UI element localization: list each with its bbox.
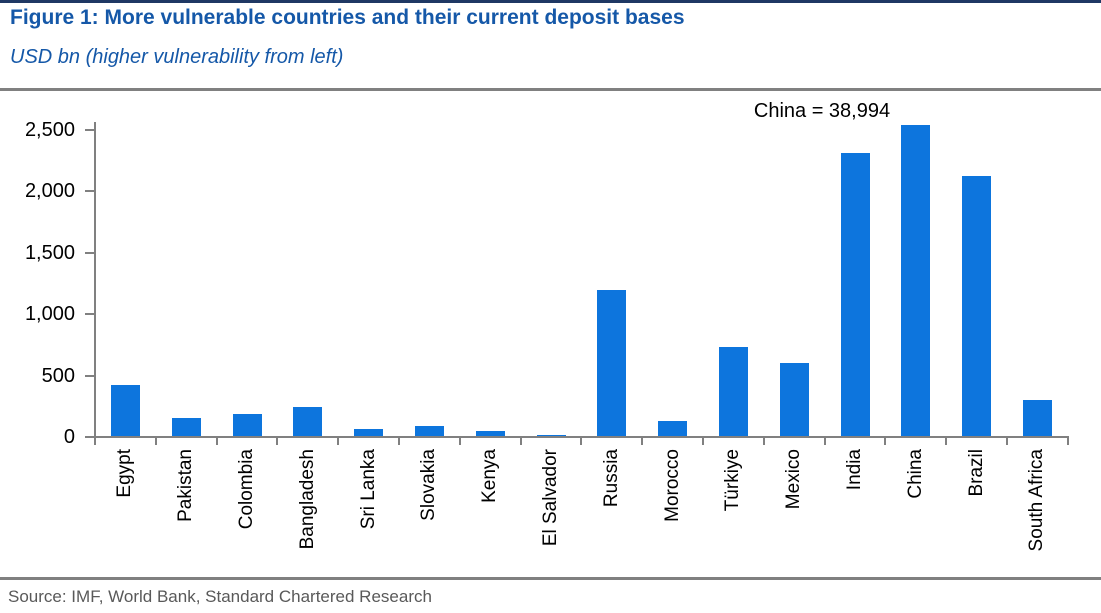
y-axis-tick	[85, 374, 94, 377]
bar-kenya	[475, 431, 505, 436]
y-axis-line	[94, 122, 96, 438]
figure-title: Figure 1: More vulnerable countries and …	[10, 6, 685, 29]
x-axis-label-t-rkiye: Türkiye	[722, 449, 744, 512]
x-axis-label-china: China	[904, 449, 926, 499]
x-axis-tick	[1006, 437, 1008, 445]
top-border-rule	[0, 0, 1101, 3]
x-axis-label-bangladesh: Bangladesh	[296, 449, 318, 550]
x-axis-label-slovakia: Slovakia	[418, 449, 440, 521]
x-axis-tick	[154, 437, 157, 445]
china-value-annotation: China = 38,994	[753, 100, 891, 122]
x-axis-tick	[702, 437, 704, 445]
bar-pakistan	[171, 418, 201, 436]
x-axis-label-kenya: Kenya	[479, 449, 501, 503]
bar-el-salvador	[536, 434, 566, 436]
y-axis-tick-label: 1,500	[24, 241, 75, 264]
x-axis-tick	[337, 437, 340, 445]
bar-india	[840, 153, 870, 436]
x-axis-tick	[519, 437, 522, 445]
header-divider-rule	[0, 88, 1101, 91]
x-axis-tick	[580, 437, 583, 445]
bar-russia	[597, 289, 627, 436]
x-axis-label-mexico: Mexico	[783, 449, 805, 510]
y-axis-tick-label: 0	[63, 426, 75, 448]
x-axis-label-india: India	[844, 449, 865, 491]
x-axis-label-sri-lanka: Sri Lanka	[357, 449, 379, 530]
x-axis-label-colombia: Colombia	[236, 449, 257, 530]
x-axis-tick	[458, 437, 461, 445]
x-axis-tick	[276, 437, 279, 445]
y-axis-tick	[85, 251, 94, 254]
x-axis-label-brazil: Brazil	[965, 449, 987, 497]
x-axis-label-south-africa: South Africa	[1026, 449, 1048, 552]
x-axis-tick	[762, 437, 765, 445]
y-axis-tick-label: 2,500	[24, 118, 75, 141]
y-axis-tick-label: 2,000	[24, 180, 75, 202]
bar-t-rkiye	[718, 347, 748, 436]
bar-morocco	[658, 420, 688, 436]
x-axis-label-russia: Russia	[600, 449, 622, 508]
bar-egypt	[110, 384, 140, 436]
x-axis-tick	[94, 437, 96, 445]
bar-bangladesh	[293, 407, 323, 436]
footer-divider-rule	[0, 577, 1101, 580]
x-axis-tick	[1066, 437, 1069, 445]
x-axis-label-morocco: Morocco	[661, 449, 683, 522]
y-axis-tick-label: 500	[41, 364, 75, 387]
figure-subtitle: USD bn (higher vulnerability from left)	[10, 46, 344, 68]
x-axis-tick	[641, 437, 644, 445]
bar-colombia	[232, 413, 262, 436]
y-axis-tick	[85, 190, 94, 192]
x-axis-label-egypt: Egypt	[114, 449, 136, 498]
bar-mexico	[779, 363, 809, 436]
x-axis-tick	[215, 437, 218, 445]
bar-brazil	[962, 176, 992, 436]
bar-sri-lanka	[354, 429, 384, 436]
bar-china	[901, 124, 931, 436]
x-axis-label-pakistan: Pakistan	[175, 449, 197, 522]
x-axis-tick	[398, 437, 400, 445]
bar-south-africa	[1022, 399, 1052, 436]
y-axis-tick	[85, 128, 94, 131]
x-axis-tick	[945, 437, 948, 445]
y-axis-tick	[85, 313, 94, 315]
x-axis-tick	[884, 437, 887, 445]
x-axis-label-el-salvador: El Salvador	[540, 449, 561, 547]
y-axis-tick-label: 1,000	[24, 303, 75, 325]
x-axis-tick	[823, 437, 826, 445]
bar-slovakia	[414, 425, 444, 436]
y-axis-tick	[85, 436, 94, 438]
source-attribution: Source: IMF, World Bank, Standard Charte…	[8, 587, 432, 606]
